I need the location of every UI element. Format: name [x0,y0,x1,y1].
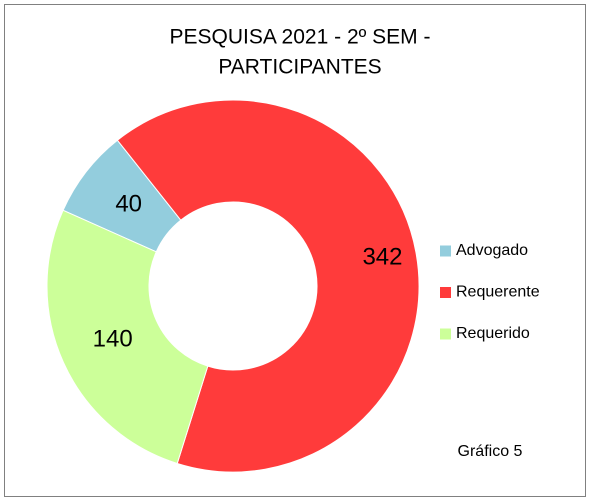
chart-title: PARTICIPANTES [218,56,381,79]
data-label: 40 [115,190,142,217]
legend-label: Requerente [456,284,540,301]
donut-slice [46,209,209,465]
legend-swatch [440,245,451,257]
data-label: 140 [93,326,133,353]
legend-swatch [440,287,451,298]
chart-title: PESQUISA 2021 - 2º SEM - [170,26,431,49]
legend-swatch [440,328,451,340]
donut-slice [116,99,420,473]
data-label: 342 [362,244,402,271]
legend-label: Requerido [456,325,530,342]
legend-label: Advogado [456,242,528,259]
annotation: Gráfico 5 [458,443,523,460]
